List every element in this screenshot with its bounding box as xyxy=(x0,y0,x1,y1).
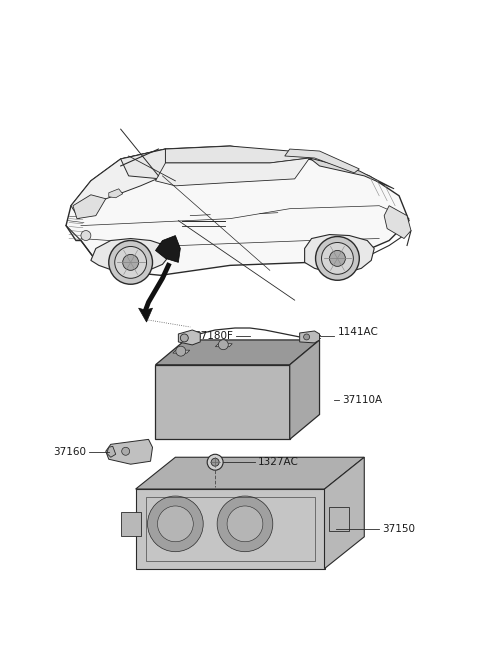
Polygon shape xyxy=(384,206,411,238)
Circle shape xyxy=(227,506,263,542)
Circle shape xyxy=(211,458,219,466)
Polygon shape xyxy=(300,331,320,343)
Text: 37180F: 37180F xyxy=(194,331,233,341)
Circle shape xyxy=(157,506,193,542)
Text: 1141AC: 1141AC xyxy=(337,327,378,337)
Polygon shape xyxy=(156,236,180,262)
Circle shape xyxy=(217,496,273,552)
Circle shape xyxy=(304,334,310,340)
Polygon shape xyxy=(107,446,116,457)
Polygon shape xyxy=(109,189,123,198)
Circle shape xyxy=(109,240,153,284)
Polygon shape xyxy=(66,146,409,275)
Polygon shape xyxy=(71,149,175,219)
Circle shape xyxy=(315,237,360,281)
Circle shape xyxy=(147,496,203,552)
Polygon shape xyxy=(136,457,364,489)
Text: 37110A: 37110A xyxy=(342,395,383,405)
Circle shape xyxy=(81,231,91,240)
Polygon shape xyxy=(91,238,170,273)
Polygon shape xyxy=(305,235,374,273)
Text: 1327AC: 1327AC xyxy=(258,457,299,467)
Polygon shape xyxy=(73,194,106,219)
Polygon shape xyxy=(324,457,364,568)
Polygon shape xyxy=(166,146,310,163)
Circle shape xyxy=(123,254,139,270)
Polygon shape xyxy=(120,149,195,179)
Polygon shape xyxy=(173,350,190,353)
Text: 37150: 37150 xyxy=(382,524,415,534)
Polygon shape xyxy=(120,512,141,536)
Polygon shape xyxy=(329,507,349,531)
Polygon shape xyxy=(136,489,324,568)
Circle shape xyxy=(218,340,228,350)
Polygon shape xyxy=(156,340,320,365)
Circle shape xyxy=(122,447,130,455)
Polygon shape xyxy=(285,149,360,173)
Circle shape xyxy=(180,334,188,342)
Polygon shape xyxy=(216,344,232,347)
Polygon shape xyxy=(156,158,310,186)
Polygon shape xyxy=(310,158,394,189)
Polygon shape xyxy=(179,330,200,345)
Polygon shape xyxy=(106,440,153,464)
Circle shape xyxy=(329,250,346,266)
Circle shape xyxy=(115,246,146,279)
Polygon shape xyxy=(156,365,290,440)
Circle shape xyxy=(322,242,353,275)
Text: 37160: 37160 xyxy=(53,447,86,457)
Polygon shape xyxy=(290,340,320,440)
Circle shape xyxy=(176,346,186,356)
Polygon shape xyxy=(139,308,153,322)
Circle shape xyxy=(207,454,223,470)
